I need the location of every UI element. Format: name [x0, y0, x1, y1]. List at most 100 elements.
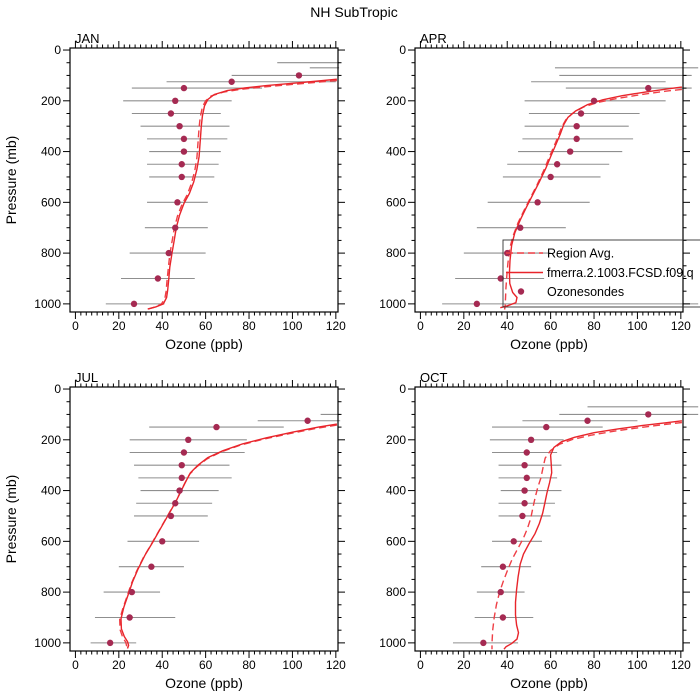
panel-month-label: JUL [75, 370, 98, 385]
y-tick-label: 1000 [379, 297, 406, 311]
ozonesonde-dot [553, 161, 561, 168]
x-tick-label: 100 [627, 319, 647, 333]
ozonesonde-dot [519, 512, 526, 520]
ozonesonde-dot [523, 449, 530, 456]
panel-month-label: JAN [75, 31, 100, 46]
ozonesonde-dot [213, 423, 220, 431]
x-tick-label: 0 [72, 658, 79, 672]
legend-label: Region Avg. [547, 247, 614, 261]
ozonesonde-dot [577, 110, 585, 117]
ozonesonde-dot [172, 97, 179, 105]
y-tick-label: 0 [399, 43, 406, 57]
legend-label: fmerra.2.1003.FCSD.f09.q [547, 266, 694, 280]
model-line [500, 86, 682, 309]
y-tick-label: 400 [386, 145, 406, 159]
x-tick-label: 20 [457, 658, 471, 672]
ticks [63, 380, 345, 658]
y-tick-label: 800 [41, 246, 61, 260]
y-axis-title: Pressure (mb) [3, 475, 19, 564]
region-avg-line [145, 79, 337, 311]
x-tick-label: 20 [112, 658, 126, 672]
model-line [147, 78, 337, 310]
ozonesonde-dot [645, 84, 652, 92]
x-tick-label: 0 [72, 319, 79, 333]
x-tick-label: 60 [544, 319, 558, 333]
ozonesonde-dot [497, 275, 504, 282]
ozonesonde-dot [547, 173, 554, 181]
legend-label: Ozonesondes [547, 285, 624, 299]
region-avg-line [118, 424, 338, 650]
ozonesonde-dot [178, 173, 185, 181]
ozonesonde-dot [645, 411, 652, 418]
y-tick-label: 800 [386, 246, 406, 260]
ozonesonde-dot [180, 135, 188, 143]
panel-month-label: APR [420, 31, 447, 46]
ozonesonde-dot [527, 436, 535, 443]
ozonesonde-dots [106, 417, 311, 647]
x-axis-title: Ozone (ppb) [510, 675, 588, 691]
y-tick-label: 800 [386, 585, 406, 599]
ozonesonde-dot [521, 500, 528, 507]
ozonesonde-dot [573, 135, 580, 143]
ozonesonde-dot [543, 423, 550, 431]
ozonesonde-dot [573, 122, 580, 130]
x-tick-label: 60 [199, 658, 213, 672]
y-tick-label: 400 [41, 484, 61, 498]
ozonesonde-dot [510, 538, 517, 545]
legend: Region Avg. fmerra.2.1003.FCSD.f09.q Ozone… [502, 239, 700, 308]
x-tick-label: 120 [671, 658, 691, 672]
ozonesonde-dot [106, 639, 114, 647]
panel-APR: 0 20 40 60 80 100 120 0 200 400 600 800 1000 APR Ozone… [379, 31, 699, 352]
ozonesonde-dot [180, 148, 188, 155]
ozonesonde-dots [130, 72, 303, 308]
legend-dot-sample [517, 288, 525, 295]
error-bars [90, 413, 341, 644]
x-tick-label: 80 [242, 319, 256, 333]
ozonesonde-dot [499, 614, 507, 621]
x-tick-label: 120 [326, 658, 346, 672]
ozonesonde-dot [167, 110, 175, 117]
y-tick-label: 200 [386, 433, 406, 447]
y-tick-label: 400 [41, 145, 61, 159]
ozonesonde-dot [180, 84, 188, 92]
ozonesonde-dot [176, 487, 183, 494]
ozonesonde-dot [172, 500, 179, 507]
ozonesonde-dot [178, 161, 185, 168]
x-tick-label: 100 [282, 658, 302, 672]
y-tick-label: 200 [41, 94, 61, 108]
ozonesonde-dot [521, 487, 528, 494]
x-tick-label: 100 [627, 658, 647, 672]
plot-frame [414, 47, 684, 313]
x-tick-label: 60 [199, 319, 213, 333]
y-tick-label: 800 [41, 585, 61, 599]
ozonesonde-dot [167, 512, 175, 520]
model-line [503, 420, 682, 650]
ticks [408, 41, 690, 319]
y-tick-label: 0 [54, 43, 61, 57]
error-bars [105, 62, 340, 305]
ozonesonde-dot [126, 614, 133, 621]
x-tick-label: 80 [587, 319, 601, 333]
x-tick-label: 40 [156, 658, 170, 672]
ozonesonde-dots [480, 411, 652, 647]
ozonesonde-dot [584, 417, 591, 424]
x-tick-label: 20 [457, 319, 471, 333]
y-tick-label: 200 [41, 433, 61, 447]
ozonesonde-dot [523, 474, 530, 482]
error-bars [452, 406, 699, 644]
ozonesonde-dot [174, 199, 181, 206]
y-tick-label: 0 [54, 382, 61, 396]
ozonesonde-dot [128, 588, 136, 596]
y-tick-label: 600 [386, 195, 406, 209]
x-tick-label: 80 [587, 658, 601, 672]
ozonesonde-dot [473, 300, 481, 308]
ticks [63, 41, 345, 319]
ozonesonde-dot [165, 249, 172, 257]
x-tick-label: 120 [326, 319, 346, 333]
ozonesonde-dot [228, 78, 235, 85]
ozonesonde-dot [176, 122, 183, 130]
ticks [408, 380, 690, 658]
ozonesonde-dot [180, 449, 188, 456]
